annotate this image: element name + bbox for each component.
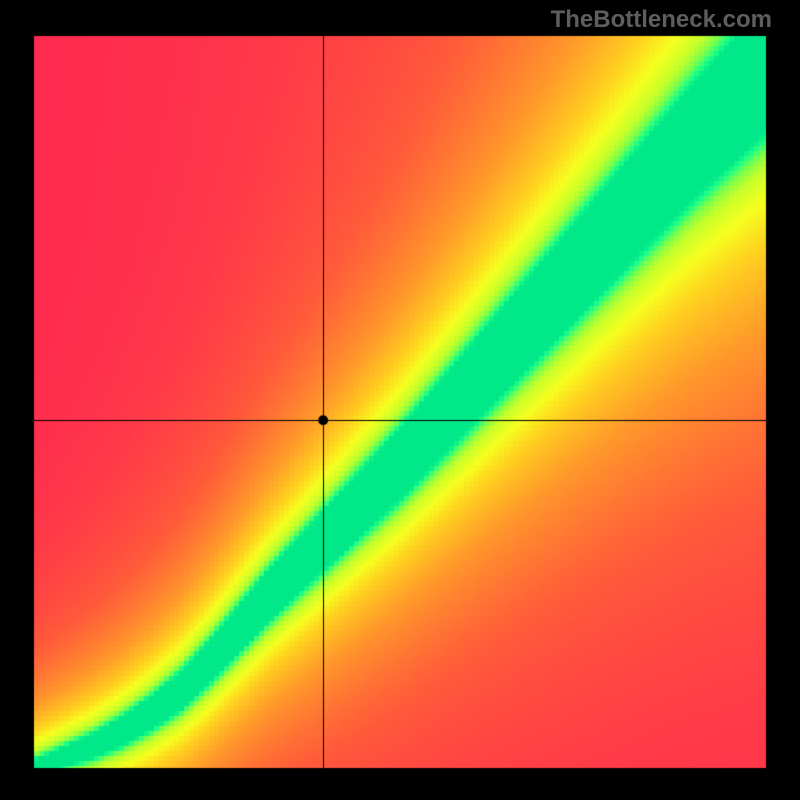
chart-container: TheBottleneck.com	[0, 0, 800, 800]
watermark-text: TheBottleneck.com	[551, 6, 772, 34]
bottleneck-heatmap	[0, 0, 800, 800]
